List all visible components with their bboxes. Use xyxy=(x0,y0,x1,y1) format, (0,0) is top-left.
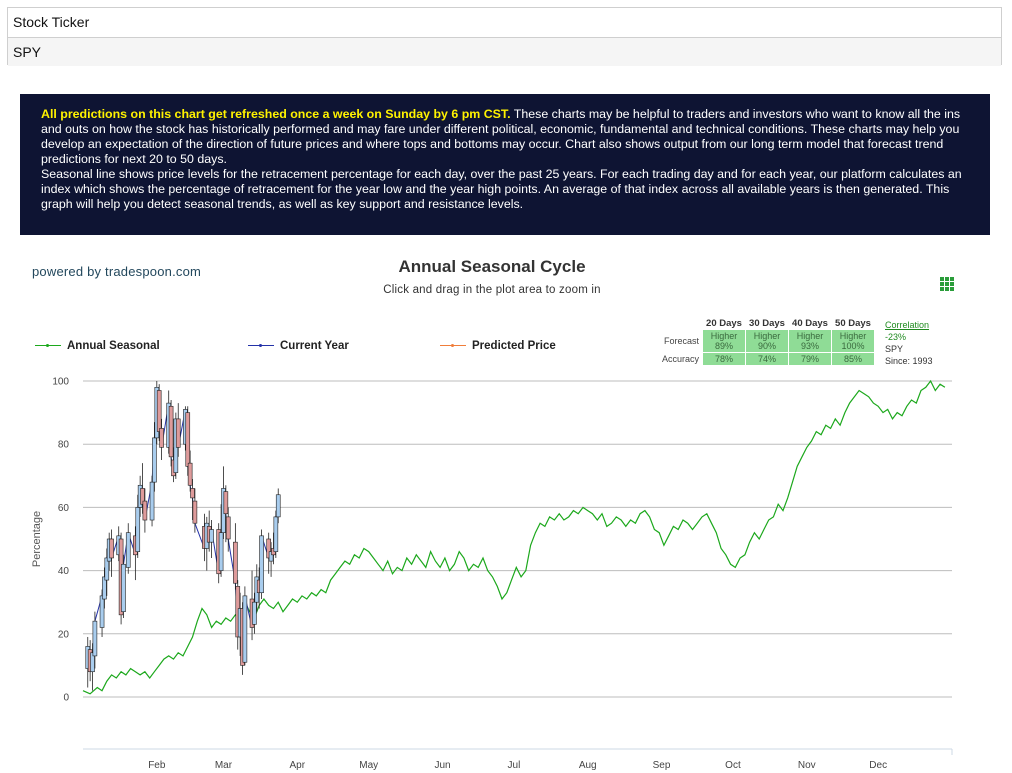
ticker-box: Stock Ticker SPY xyxy=(7,7,1002,66)
candle-body[interactable] xyxy=(259,535,264,594)
accuracy-cell: 78% xyxy=(703,353,746,365)
candle-body[interactable] xyxy=(225,516,231,540)
forecast-direction: Higher xyxy=(710,331,738,341)
correlation-link[interactable]: Correlation xyxy=(885,320,930,330)
x-tick-label: Dec xyxy=(869,760,887,771)
info-paragraph-1: All predictions on this chart get refres… xyxy=(41,107,969,167)
candle-body[interactable] xyxy=(218,532,224,571)
candle-body[interactable] xyxy=(275,494,281,518)
candle-body[interactable] xyxy=(209,529,214,543)
candle-body[interactable] xyxy=(99,595,105,628)
forecast-direction: Higher xyxy=(753,331,781,341)
legend-label: Annual Seasonal xyxy=(67,340,160,352)
powered-by-link[interactable]: powered by tradespoon.com xyxy=(32,264,202,279)
seasonal-chart[interactable]: 0 20 40 60 80 100 Feb Mar Apr May Jun Jul Aug Sep Oct N… xyxy=(20,245,992,773)
forecast-header: 20 Days xyxy=(706,318,742,329)
info-panel: All predictions on this chart get refres… xyxy=(20,94,990,235)
candle-body[interactable] xyxy=(109,538,114,559)
accuracy-cell: 79% xyxy=(789,353,832,365)
candle-body[interactable] xyxy=(192,500,198,524)
forecast-cell: Higher 100% xyxy=(832,330,875,352)
annual-seasonal-line[interactable] xyxy=(82,379,946,695)
y-tick-label: 60 xyxy=(58,503,70,514)
x-tick-label: Jun xyxy=(434,760,450,771)
legend-predicted-price[interactable]: Predicted Price xyxy=(440,340,556,352)
accuracy-cell: 85% xyxy=(832,353,875,365)
info-highlight: All predictions on this chart get refres… xyxy=(41,107,511,121)
candle-body[interactable] xyxy=(168,405,174,458)
candle-body[interactable] xyxy=(187,462,193,486)
forecast-corner xyxy=(661,318,702,329)
x-tick-label: Nov xyxy=(798,760,816,771)
forecast-direction: Higher xyxy=(796,331,824,341)
y-axis-title: Percentage xyxy=(31,511,43,567)
y-tick-label: 100 xyxy=(52,377,69,388)
forecast-cell: Higher 89% xyxy=(703,330,746,352)
x-tick-label: Jul xyxy=(508,760,521,771)
forecast-percent: 90% xyxy=(758,341,777,351)
candle-body[interactable] xyxy=(242,595,248,663)
info-paragraph-2: Seasonal line shows price levels for the… xyxy=(41,167,962,211)
candle-body[interactable] xyxy=(92,620,98,657)
forecast-header: 40 Days xyxy=(792,318,828,329)
current-year-line[interactable] xyxy=(87,387,279,672)
candle-body[interactable] xyxy=(185,412,191,467)
chart-subtitle: Click and drag in the plot area to zoom … xyxy=(383,284,601,296)
forecast-table: 20 Days 30 Days 40 Days 50 Days Forecast… xyxy=(660,317,875,366)
correlation-value: -23% xyxy=(885,332,907,342)
info-text-1: These charts may be helpful to traders a… xyxy=(41,107,961,166)
forecast-header: 50 Days xyxy=(835,318,871,329)
y-tick-label: 0 xyxy=(63,693,69,704)
y-tick-label: 20 xyxy=(58,629,70,640)
forecast-header: 30 Days xyxy=(749,318,785,329)
candle-body[interactable] xyxy=(121,563,126,612)
y-tick-label: 80 xyxy=(58,440,70,451)
x-tick-label: Aug xyxy=(579,760,597,771)
candle-body[interactable] xyxy=(125,532,131,568)
accuracy-cell: 74% xyxy=(746,353,789,365)
chart-plot-svg[interactable]: 0 20 40 60 80 100 Feb Mar Apr May Jun Jul Aug Sep Oct N… xyxy=(20,245,992,773)
legend-line-orange xyxy=(440,341,466,351)
legend-line-green xyxy=(35,341,61,351)
ticker-label: Stock Ticker xyxy=(13,14,90,30)
x-tick-label: Feb xyxy=(148,760,166,771)
legend-line-blue xyxy=(248,341,274,351)
forecast-percent: 93% xyxy=(801,341,820,351)
legend-label: Predicted Price xyxy=(472,340,556,352)
x-tick-label: Apr xyxy=(289,760,305,771)
candle-body[interactable] xyxy=(190,488,195,499)
legend-annual-seasonal[interactable]: Annual Seasonal xyxy=(35,340,160,352)
candle-body[interactable] xyxy=(156,390,162,432)
x-tick-label: May xyxy=(359,760,378,771)
candle-body[interactable] xyxy=(149,481,155,521)
grid-menu-icon[interactable] xyxy=(940,277,954,291)
legend-label: Current Year xyxy=(280,340,349,352)
candle-body[interactable] xyxy=(159,428,164,448)
x-tick-label: Sep xyxy=(653,760,671,771)
candle-body[interactable] xyxy=(152,437,157,483)
forecast-percent: 89% xyxy=(715,341,734,351)
x-tick-label: Mar xyxy=(215,760,233,771)
candle-body[interactable] xyxy=(252,601,257,625)
forecast-cell: Higher 93% xyxy=(789,330,832,352)
legend-current-year[interactable]: Current Year xyxy=(248,340,349,352)
x-tick-label: Oct xyxy=(725,760,741,771)
chart-title: Annual Seasonal Cycle xyxy=(398,257,586,276)
forecast-percent: 100% xyxy=(841,341,865,351)
candle-body[interactable] xyxy=(135,507,141,552)
correlation-box: Correlation -23% SPY Since: 1993 xyxy=(885,319,933,367)
forecast-direction: Higher xyxy=(839,331,867,341)
candle-body[interactable] xyxy=(273,516,279,552)
y-tick-label: 40 xyxy=(58,566,70,577)
candle-body[interactable] xyxy=(142,500,148,521)
ticker-input[interactable]: SPY xyxy=(8,37,1001,66)
forecast-row-label: Forecast xyxy=(664,336,700,346)
accuracy-row-label: Accuracy xyxy=(662,354,700,364)
correlation-since: Since: 1993 xyxy=(885,356,933,366)
candle-body[interactable] xyxy=(233,541,238,584)
forecast-cell: Higher 90% xyxy=(746,330,789,352)
correlation-ticker: SPY xyxy=(885,344,904,354)
candle-body[interactable] xyxy=(223,491,229,515)
candle-body[interactable] xyxy=(175,418,181,448)
